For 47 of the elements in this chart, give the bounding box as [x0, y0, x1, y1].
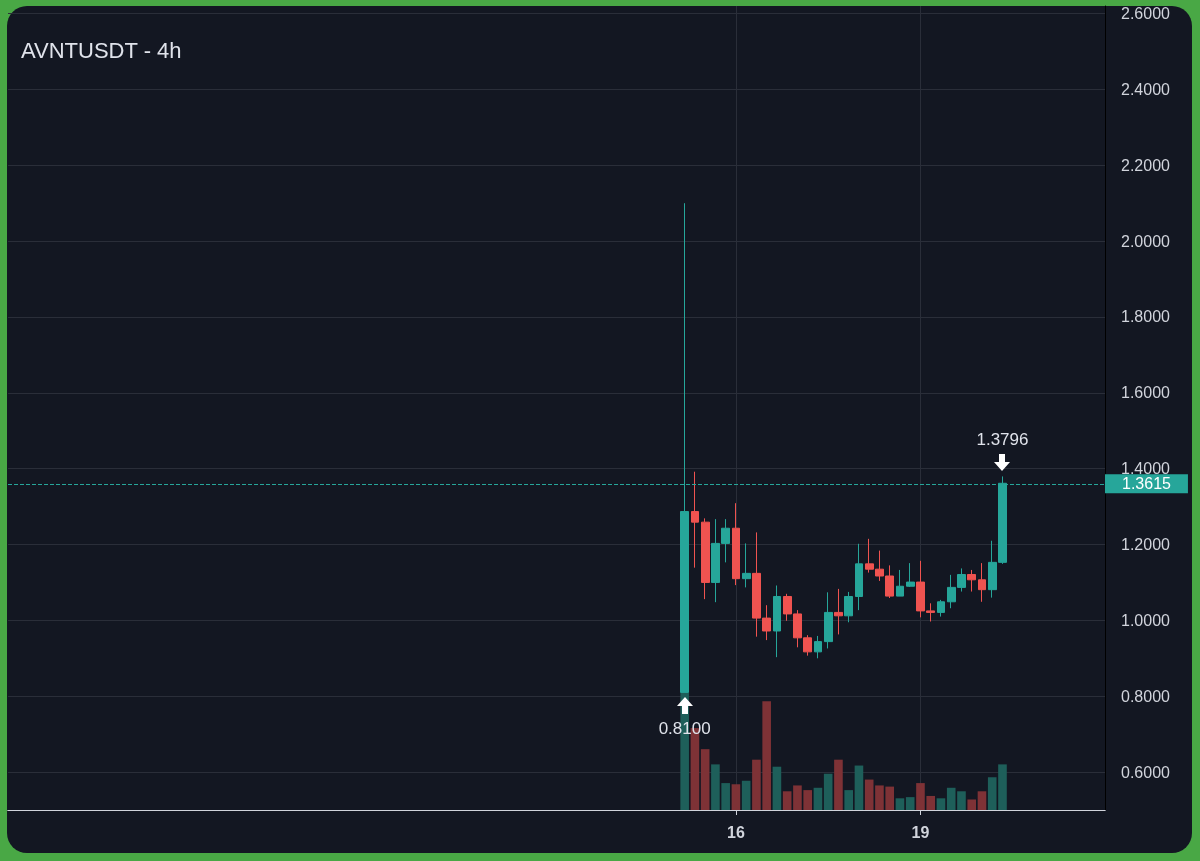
- candlestick: [742, 542, 751, 588]
- x-tick-label: 16: [727, 823, 745, 841]
- x-tick-label: 19: [911, 823, 930, 841]
- y-tick-label: 1.4000: [1121, 460, 1171, 478]
- candlestick: [978, 562, 986, 603]
- y-tick-label: 0.8000: [1121, 687, 1171, 705]
- bar: [772, 766, 782, 810]
- y-tick-label: 0.6000: [1121, 763, 1171, 781]
- bar: [844, 790, 853, 810]
- y-tick-label: 2.6000: [1121, 5, 1171, 23]
- candlestick: [691, 471, 699, 569]
- candlestick: [967, 569, 976, 593]
- candlestick: [834, 588, 843, 635]
- bar: [977, 791, 987, 810]
- bar: [731, 784, 741, 810]
- bar: [895, 798, 905, 810]
- bar: [854, 765, 864, 810]
- y-tick-label: 1.6000: [1121, 384, 1171, 402]
- candlestick: [906, 562, 915, 588]
- bar: [813, 787, 823, 810]
- y-tick-label: 2.0000: [1121, 232, 1171, 250]
- bar: [782, 791, 792, 810]
- y-tick-label: 1.0000: [1121, 611, 1171, 629]
- candlestick: [824, 591, 833, 649]
- candlestick: [814, 635, 822, 659]
- annotation: 0.8100: [658, 719, 711, 740]
- candlestick: [773, 584, 781, 658]
- ref-line-label: 1.3615: [1122, 475, 1172, 493]
- candlestick: [896, 569, 904, 597]
- bar: [967, 799, 977, 810]
- annotation: 1.3796: [976, 430, 1029, 451]
- bar: [700, 749, 710, 810]
- y-tick-label: 2.2000: [1121, 156, 1171, 174]
- y-tick-label: 2.4000: [1121, 80, 1171, 98]
- bar: [936, 798, 946, 810]
- bar: [741, 780, 751, 810]
- bar: [905, 797, 915, 810]
- text: AVNTUSDT - 4h: [21, 37, 182, 63]
- bar: [834, 759, 843, 810]
- y-tick-label: 1.2000: [1121, 536, 1171, 554]
- candlestick: [937, 599, 945, 618]
- candlestick: [855, 543, 863, 611]
- candlestick: [844, 591, 853, 623]
- candlestick: [732, 502, 740, 586]
- bar: [823, 773, 833, 810]
- candlestick: [701, 517, 710, 600]
- y-tick-label: 1.8000: [1121, 308, 1171, 326]
